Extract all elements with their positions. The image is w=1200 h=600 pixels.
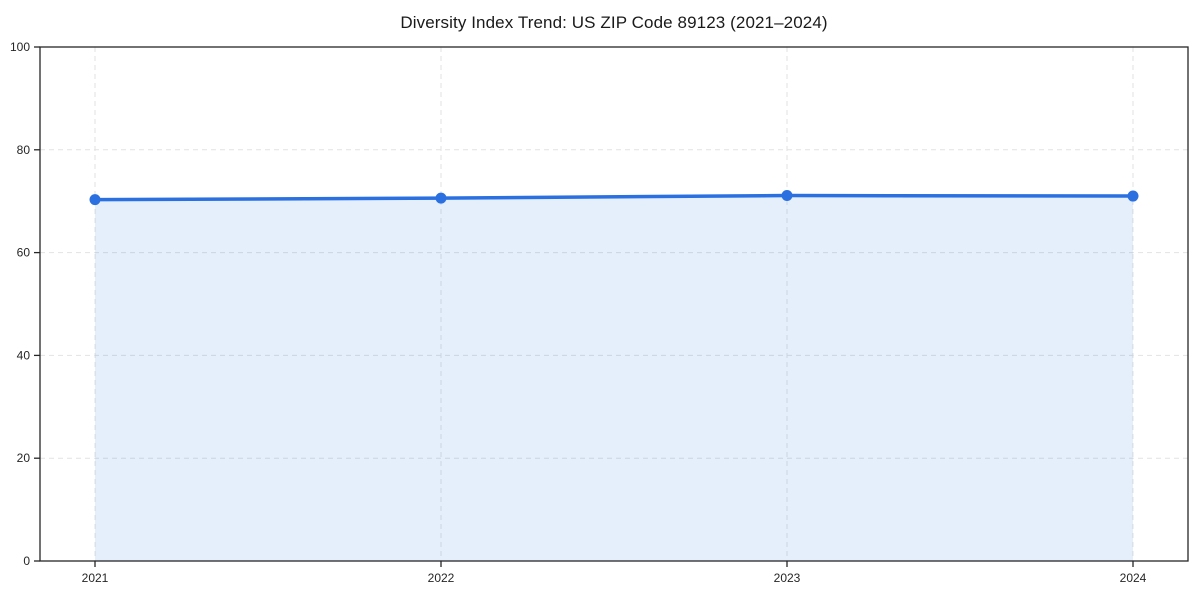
x-tick-label: 2022: [428, 571, 455, 585]
y-tick-label: 60: [17, 246, 31, 260]
x-tick-label: 2024: [1120, 571, 1147, 585]
data-point: [89, 194, 101, 206]
data-point: [435, 192, 447, 204]
y-tick-label: 20: [17, 451, 31, 465]
data-point: [1127, 190, 1139, 202]
y-tick-label: 40: [17, 348, 31, 362]
x-tick-label: 2023: [774, 571, 801, 585]
x-tick-label: 2021: [82, 571, 109, 585]
y-tick-label: 100: [10, 40, 30, 54]
axes-box: [39, 46, 1189, 562]
area-fill: [95, 195, 1133, 561]
trend-line: [93, 193, 1135, 202]
y-tick-label: 80: [17, 143, 31, 157]
data-point: [781, 190, 793, 202]
y-tick-label: 0: [23, 554, 30, 568]
chart-title: Diversity Index Trend: US ZIP Code 89123…: [400, 13, 828, 32]
